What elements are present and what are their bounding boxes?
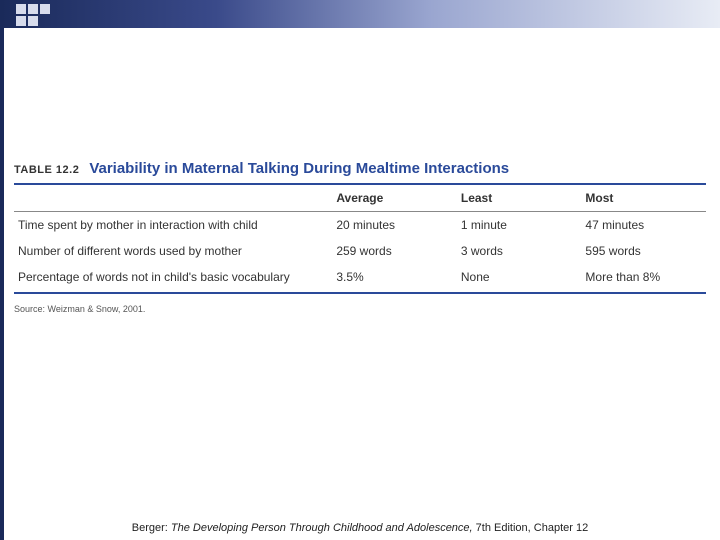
cell-most: More than 8% <box>581 264 706 292</box>
col-header-average: Average <box>332 184 457 212</box>
table-bottom-rule <box>14 292 706 294</box>
cell-most: 595 words <box>581 238 706 264</box>
cell-least: 3 words <box>457 238 582 264</box>
table-title: Variability in Maternal Talking During M… <box>89 160 509 177</box>
decorative-squares <box>16 4 50 26</box>
table-header-row: Average Least Most <box>14 184 706 212</box>
col-header-least: Least <box>457 184 582 212</box>
col-header-most: Most <box>581 184 706 212</box>
cell-average: 20 minutes <box>332 212 457 239</box>
table-row: Time spent by mother in interaction with… <box>14 212 706 239</box>
table-number: TABLE 12.2 <box>14 164 79 176</box>
footer-author: Berger: <box>132 522 168 534</box>
cell-average: 259 words <box>332 238 457 264</box>
cell-average: 3.5% <box>332 264 457 292</box>
cell-most: 47 minutes <box>581 212 706 239</box>
footer-edition: 7th Edition, Chapter 12 <box>476 522 589 534</box>
table-source: Source: Weizman & Snow, 2001. <box>14 304 706 314</box>
slide-left-border <box>0 0 4 540</box>
cell-least: None <box>457 264 582 292</box>
table-row: Percentage of words not in child's basic… <box>14 264 706 292</box>
row-label: Time spent by mother in interaction with… <box>14 212 332 239</box>
footer-book-title: The Developing Person Through Childhood … <box>171 522 473 534</box>
row-label: Number of different words used by mother <box>14 238 332 264</box>
cell-least: 1 minute <box>457 212 582 239</box>
slide-top-border <box>0 0 720 28</box>
data-table: Average Least Most Time spent by mother … <box>14 183 706 292</box>
table-heading: TABLE 12.2 Variability in Maternal Talki… <box>14 160 706 177</box>
table-container: TABLE 12.2 Variability in Maternal Talki… <box>14 160 706 314</box>
row-label: Percentage of words not in child's basic… <box>14 264 332 292</box>
slide-footer: Berger: The Developing Person Through Ch… <box>0 522 720 534</box>
col-header-empty <box>14 184 332 212</box>
table-row: Number of different words used by mother… <box>14 238 706 264</box>
